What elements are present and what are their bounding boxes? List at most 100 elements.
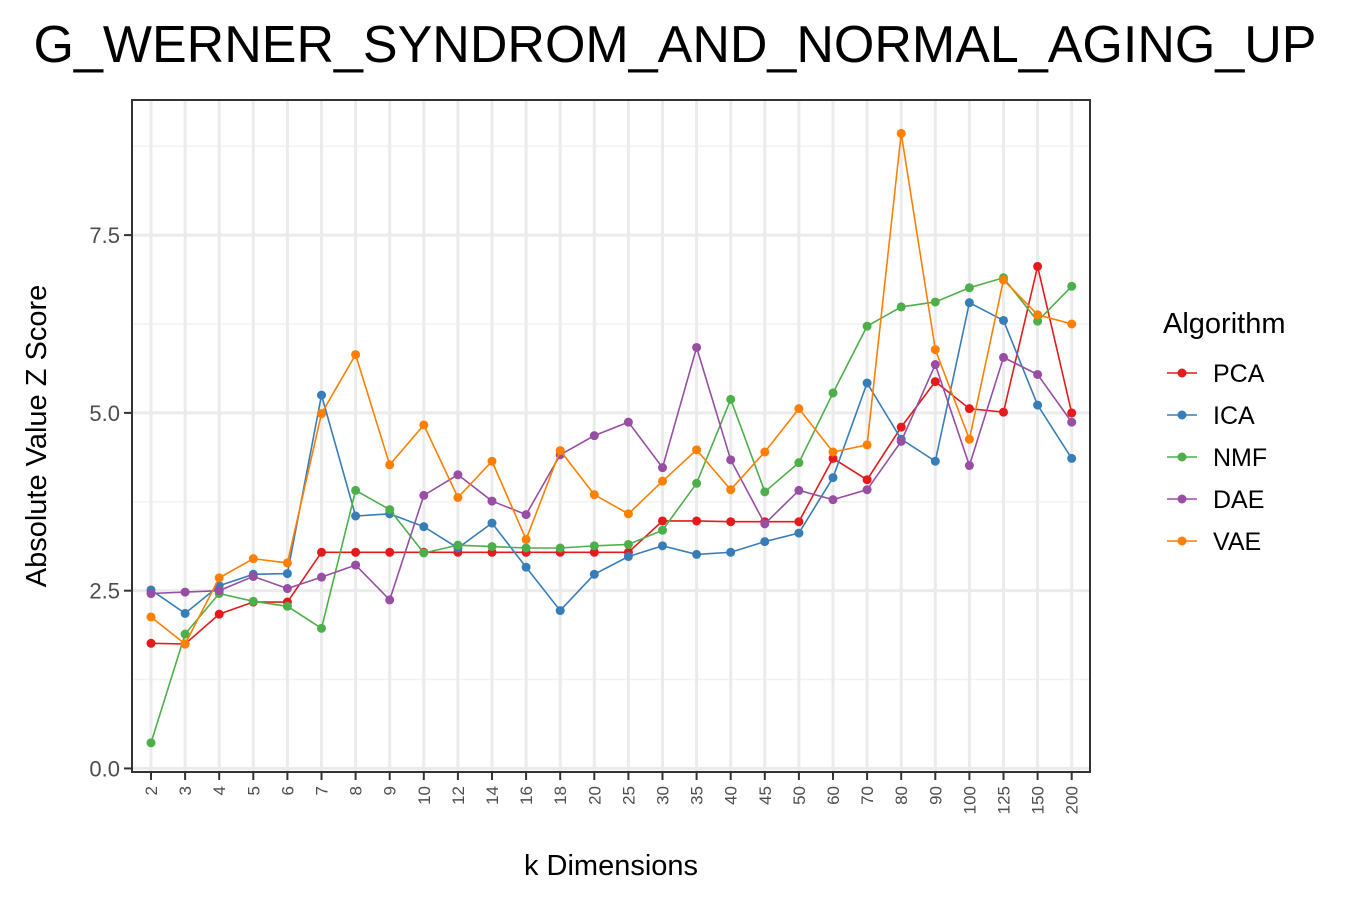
data-point-dae <box>930 360 940 370</box>
data-point-vae <box>658 476 667 486</box>
data-point-dae <box>589 431 599 441</box>
data-point-nmf <box>419 548 429 558</box>
data-point-vae <box>146 612 156 622</box>
data-point-pca <box>385 547 395 557</box>
data-point-vae <box>794 404 804 414</box>
x-tick-label: 3 <box>176 786 195 795</box>
data-point-ica <box>589 569 599 579</box>
data-point-vae <box>214 573 224 583</box>
data-point-dae <box>351 560 361 570</box>
legend-label: PCA <box>1213 360 1265 388</box>
series-layer <box>146 128 1077 748</box>
x-axis: 2 3 4 5 6 7 8 9 10 12 14 16 18 20 25 30 35 40 45 50 60 70 80 90… <box>142 772 1082 814</box>
data-point-vae <box>248 554 258 564</box>
x-tick-label: 40 <box>722 786 741 805</box>
x-tick-label: 6 <box>278 786 297 795</box>
x-tick-label: 4 <box>210 786 229 795</box>
y-axis-title: Absolute Value Z Score <box>21 285 53 588</box>
x-tick-label: 12 <box>449 786 468 805</box>
x-tick-label: 14 <box>483 786 502 805</box>
data-point-pca <box>658 516 667 526</box>
data-point-ica <box>828 473 838 483</box>
chart-title: G_WERNER_SYNDROM_AND_NORMAL_AGING_UP <box>34 16 1317 74</box>
data-point-nmf <box>453 540 463 550</box>
data-point-nmf <box>692 478 702 488</box>
series-nmf <box>146 273 1077 748</box>
data-point-nmf <box>487 542 497 552</box>
data-point-dae <box>521 510 531 520</box>
series-line-nmf <box>150 276 1073 744</box>
data-point-pca <box>1033 261 1043 271</box>
data-point-nmf <box>1067 281 1077 291</box>
data-point-vae <box>623 509 633 519</box>
data-point-ica <box>964 298 974 308</box>
data-point-dae <box>999 352 1008 362</box>
data-point-ica <box>726 547 736 557</box>
data-point-ica <box>419 522 429 532</box>
x-tick-label: 25 <box>619 786 638 805</box>
data-point-dae <box>658 463 667 473</box>
data-point-vae <box>521 534 531 544</box>
data-point-vae <box>692 445 702 455</box>
x-tick-label: 8 <box>347 786 366 795</box>
data-point-pca <box>317 547 326 557</box>
x-tick-label: 9 <box>381 786 400 795</box>
data-point-nmf <box>623 539 633 549</box>
data-point-nmf <box>726 394 736 404</box>
data-point-dae <box>248 571 258 581</box>
data-point-nmf <box>180 629 190 639</box>
data-point-ica <box>760 537 770 547</box>
data-point-ica <box>862 378 872 388</box>
data-point-vae <box>862 440 872 450</box>
data-point-dae <box>317 572 326 582</box>
data-point-pca <box>862 475 872 485</box>
x-tick-label: 50 <box>790 786 809 805</box>
data-point-nmf <box>589 541 599 551</box>
data-point-vae <box>487 456 497 466</box>
data-point-ica <box>521 562 531 572</box>
legend-key-point <box>1177 452 1187 462</box>
plot-panel-border <box>131 99 1091 773</box>
legend-item-vae: VAE <box>1167 528 1261 556</box>
x-tick-label: 20 <box>585 786 604 805</box>
data-point-vae <box>1067 319 1077 329</box>
x-tick-label: 2 <box>142 786 161 795</box>
data-point-ica <box>692 549 702 559</box>
data-point-vae <box>555 446 565 456</box>
data-point-ica <box>794 528 804 538</box>
data-point-vae <box>726 485 736 495</box>
x-tick-label: 100 <box>960 786 979 814</box>
y-tick-label: 7.5 <box>89 223 120 248</box>
data-point-nmf <box>351 485 361 495</box>
data-point-ica <box>999 315 1008 325</box>
legend-label: VAE <box>1213 528 1261 556</box>
legend-title: Algorithm <box>1163 308 1286 340</box>
data-point-ica <box>351 511 361 521</box>
x-tick-label: 150 <box>1029 786 1048 814</box>
series-dae <box>146 342 1077 605</box>
data-point-dae <box>180 587 190 597</box>
data-point-nmf <box>862 321 872 331</box>
data-point-pca <box>794 517 804 527</box>
data-point-pca <box>964 404 974 414</box>
legend-key-point <box>1177 368 1187 378</box>
data-point-vae <box>828 447 838 457</box>
x-tick-label: 70 <box>858 786 877 805</box>
data-point-nmf <box>794 458 804 468</box>
data-point-dae <box>623 417 633 427</box>
data-point-ica <box>930 456 940 466</box>
data-point-dae <box>862 485 872 495</box>
data-point-nmf <box>385 505 395 515</box>
data-point-dae <box>726 455 736 465</box>
data-point-vae <box>385 460 395 470</box>
data-point-vae <box>351 350 361 360</box>
data-point-vae <box>930 345 940 355</box>
legend-items: PCA ICA NMF DAE VAE <box>1167 360 1267 556</box>
series-line-dae <box>150 344 1073 602</box>
data-point-vae <box>1033 310 1043 320</box>
x-tick-label: 200 <box>1063 786 1082 814</box>
data-point-pca <box>726 517 736 527</box>
x-tick-label: 90 <box>926 786 945 805</box>
